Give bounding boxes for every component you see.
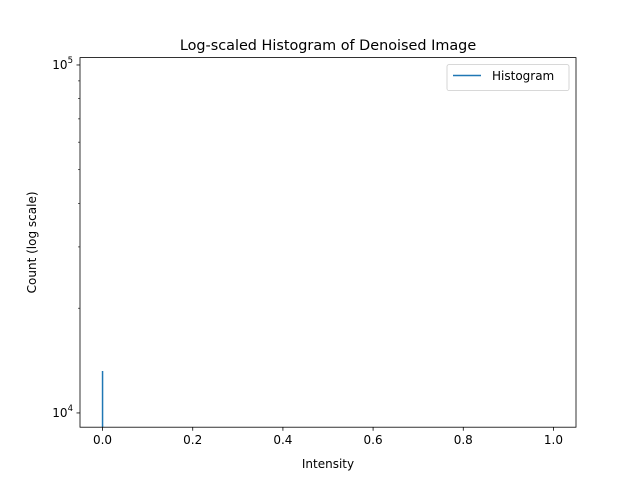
y-axis-label: Count (log scale) — [25, 191, 39, 293]
plot-area-frame — [79, 57, 577, 428]
y-tick-label-1: 105 — [52, 56, 73, 72]
x-tick-label-4: 0.8 — [454, 433, 473, 447]
legend-label-histogram: Histogram — [492, 69, 554, 83]
legend-box — [446, 64, 570, 91]
x-tick-label-0: 0.0 — [93, 433, 112, 447]
x-tick-label-3: 0.6 — [364, 433, 383, 447]
x-tick-label-5: 1.0 — [544, 433, 563, 447]
ticks-layer: 0.0 0.2 0.4 0.6 0.8 1.0 104 105 — [52, 56, 563, 447]
chart-title: Log-scaled Histogram of Denoised Image — [180, 38, 476, 54]
x-axis-label: Intensity — [302, 457, 354, 471]
legend: Histogram — [446, 64, 570, 91]
x-tick-label-1: 0.2 — [183, 433, 202, 447]
y-tick-label-0: 104 — [52, 404, 73, 420]
x-tick-label-2: 0.4 — [273, 433, 292, 447]
